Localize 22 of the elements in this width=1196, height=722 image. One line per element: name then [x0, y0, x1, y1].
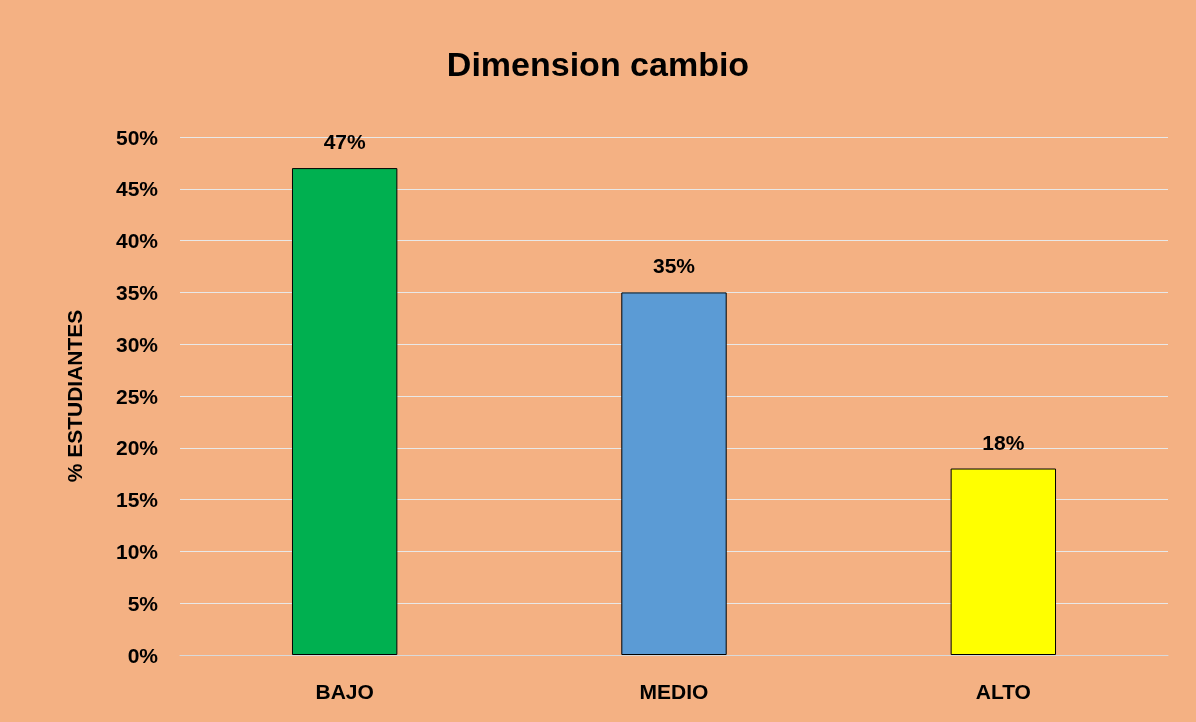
y-tick-label: 0%	[127, 643, 159, 667]
x-tick-label: BAJO	[315, 680, 374, 703]
bar	[950, 468, 1057, 655]
y-tick-label: 35%	[115, 280, 159, 304]
y-tick-label: 50%	[115, 125, 159, 149]
data-label: 18%	[982, 430, 1025, 454]
data-label: 47%	[323, 130, 367, 154]
x-tick-label: ALTO	[975, 680, 1031, 703]
y-tick-label: 45%	[115, 177, 159, 201]
data-label: 35%	[652, 254, 696, 278]
y-tick-label: 20%	[115, 436, 159, 460]
y-tick-label: 15%	[115, 488, 159, 512]
y-tick-label: 25%	[115, 384, 159, 408]
y-tick-label: 5%	[127, 591, 159, 615]
y-axis-title: % ESTUDIANTES	[63, 309, 86, 483]
bar	[621, 292, 727, 655]
y-tick-label: 40%	[115, 229, 159, 253]
y-tick-label: 10%	[115, 539, 159, 563]
y-tick-label: 30%	[115, 332, 159, 356]
chart-title: Dimension cambio	[446, 45, 750, 83]
x-tick-label: MEDIO	[639, 680, 709, 703]
bar	[291, 168, 398, 655]
